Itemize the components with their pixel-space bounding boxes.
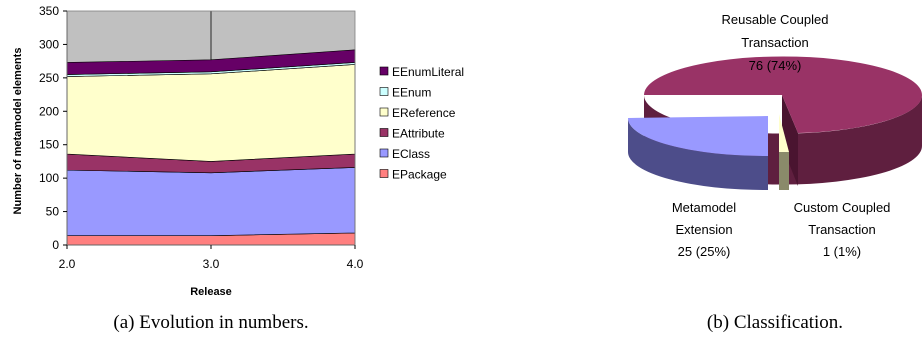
pie-label-metamodel-line3: 25 (25%) — [678, 244, 731, 259]
pie-label-reusable-line1: Reusable Coupled — [722, 12, 829, 27]
legend-swatch-epackage — [379, 169, 389, 178]
x-tick-label: 3.0 — [203, 257, 220, 271]
chart-legend: EEnumLiteral EEnum EReference EAttribute ECl… — [379, 65, 464, 182]
area-series-eclass — [66, 167, 356, 236]
y-tick-label: 200 — [39, 104, 59, 118]
legend-label-eenumliteral: EEnumLiteral — [392, 65, 464, 79]
pie-slice-reusable-cut — [782, 95, 798, 186]
x-axis-label: Release — [190, 286, 232, 298]
y-tick-label: 300 — [39, 37, 59, 51]
stacked-area-chart: 0 50 100 150 200 250 300 350 2.0 3.0 4.0 Number o… — [12, 4, 464, 333]
pie-slice-metamodel-side — [627, 118, 768, 191]
pie-label-custom-line3: 1 (1%) — [823, 244, 861, 259]
legend-label-eattribute: EAttribute — [392, 127, 445, 141]
pie-slice-custom-side — [779, 152, 789, 190]
legend-swatch-eenumliteral — [379, 66, 389, 76]
x-tick-label: 2.0 — [59, 257, 76, 271]
legend-swatch-eenum — [379, 87, 389, 96]
pie-label-reusable-line3: 76 (74%) — [749, 58, 802, 73]
pie-chart: Reusable Coupled Transaction 76 (74%) Me… — [627, 12, 922, 333]
pie-slice-custom — [779, 114, 789, 152]
pie-slice-metamodel — [627, 116, 768, 157]
x-tick-labels: 2.0 3.0 4.0 — [59, 245, 364, 271]
caption-b: (b) Classification. — [707, 312, 843, 333]
pie-label-reusable-line2: Transaction — [741, 35, 808, 50]
y-tick-labels: 0 50 100 150 200 250 300 350 — [39, 4, 67, 252]
legend-swatch-eclass — [379, 148, 389, 158]
y-tick-label: 50 — [46, 205, 60, 219]
legend-swatch-ereference — [379, 107, 389, 117]
pie-slice-reusable — [644, 56, 922, 133]
y-tick-label: 0 — [52, 238, 59, 252]
legend-swatch-eattribute — [379, 128, 389, 137]
pie-label-metamodel-line1: Metamodel — [672, 200, 736, 215]
legend-label-epackage: EPackage — [392, 168, 447, 182]
legend-label-eclass: EClass — [392, 147, 430, 161]
pie-label-reusable: Reusable Coupled Transaction 76 (74%) — [722, 12, 829, 73]
pie-label-custom: Custom Coupled Transaction 1 (1%) — [794, 200, 891, 259]
y-tick-label: 250 — [39, 71, 59, 85]
pie-label-custom-line2: Transaction — [808, 222, 875, 237]
legend-label-eenum: EEnum — [392, 86, 431, 100]
pie-label-metamodel-line2: Extension — [675, 222, 732, 237]
pie-label-metamodel: Metamodel Extension 25 (25%) — [672, 200, 736, 259]
y-tick-label: 150 — [39, 138, 59, 152]
y-tick-label: 350 — [39, 4, 59, 18]
legend-label-ereference: EReference — [392, 106, 456, 120]
caption-a: (a) Evolution in numbers. — [113, 312, 308, 333]
y-axis-label: Number of metamodel elements — [12, 48, 24, 215]
pie-label-custom-line1: Custom Coupled — [794, 200, 891, 215]
area-series-ereference — [66, 64, 356, 162]
area-series-layers — [66, 49, 356, 246]
y-tick-label: 100 — [39, 171, 59, 185]
x-tick-label: 4.0 — [347, 257, 364, 271]
